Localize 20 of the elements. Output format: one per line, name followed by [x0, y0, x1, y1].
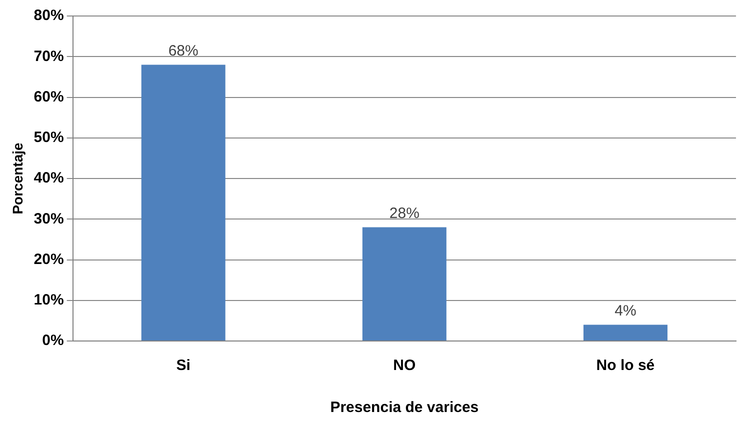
bar: [141, 64, 226, 340]
y-tick-label: 30%: [34, 210, 64, 228]
x-axis-title: Presencia de varices: [330, 399, 479, 416]
y-tick-label: 50%: [34, 129, 64, 146]
bar: [362, 227, 446, 340]
y-axis-title: Porcentaje: [9, 142, 26, 214]
y-tick-label: 0%: [42, 332, 64, 350]
data-label: 4%: [614, 302, 636, 320]
x-tick-label: NO: [393, 357, 416, 374]
x-tick-label: Si: [176, 357, 190, 374]
x-tick-label: No lo sé: [596, 357, 655, 374]
y-tick-label: 70%: [34, 48, 64, 65]
y-tick-label: 60%: [34, 88, 64, 106]
data-label: 68%: [168, 42, 198, 60]
bar: [583, 324, 668, 340]
y-tick-label: 80%: [34, 7, 64, 24]
y-tick-label: 40%: [34, 170, 64, 187]
y-tick-label: 20%: [34, 250, 64, 268]
data-label: 28%: [389, 204, 420, 222]
y-tick-label: 10%: [34, 292, 64, 309]
